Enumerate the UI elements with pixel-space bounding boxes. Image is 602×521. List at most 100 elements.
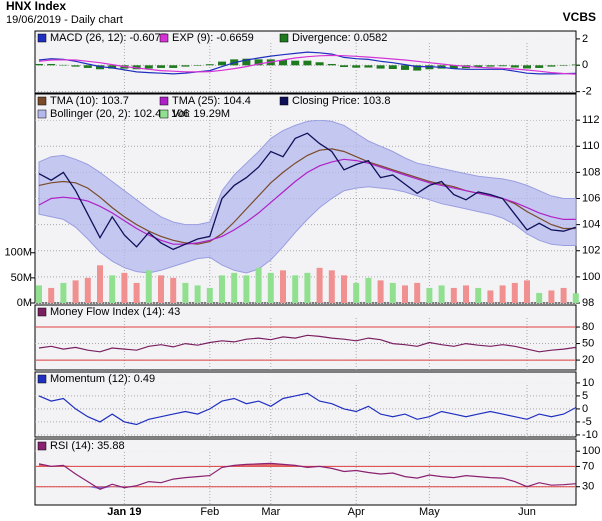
divergence-bar [510, 65, 519, 68]
y-tick-label: 112 [582, 114, 600, 126]
y-tick-label: 106 [582, 192, 600, 204]
x-tick-label: Jan 19 [107, 506, 141, 518]
legend-swatch [37, 96, 47, 106]
divergence-bar [157, 65, 165, 68]
volume-bar [524, 280, 530, 303]
divergence-bar [279, 60, 287, 66]
x-tick-label: Feb [200, 506, 219, 518]
legend-swatch [37, 374, 47, 384]
legend-label: Vol: 19.29M [172, 108, 230, 120]
x-tick-label: Mar [261, 506, 280, 518]
divergence-bar [486, 65, 495, 67]
divergence-bar [388, 65, 397, 69]
y-tick-label: 70 [582, 460, 594, 472]
volume-bar [536, 292, 543, 303]
y-tick-label: 0 [582, 59, 588, 71]
legend-band [36, 95, 575, 120]
y2-tick-label: 0M [17, 297, 32, 309]
divergence-bar [181, 65, 190, 67]
volume-bar [72, 280, 79, 303]
y-tick-label: 0 [582, 403, 588, 415]
y-tick-label: 108 [582, 166, 600, 178]
divergence-bar [35, 63, 43, 66]
legend-label: Money Flow Index (14): 43 [50, 306, 180, 318]
volume-bar [316, 267, 323, 303]
y-tick-label: 5 [582, 390, 588, 402]
volume-bar [389, 282, 396, 303]
volume-bar [341, 275, 347, 303]
legend-label: Momentum (12): 0.49 [50, 373, 155, 385]
divergence-bar [401, 65, 409, 70]
y-tick-label: -5 [582, 416, 592, 428]
y-tick-label: -10 [582, 429, 598, 441]
legend-label: MACD (26, 12): -0.6077 [50, 32, 167, 44]
legend-label: EXP (9): -0.6659 [172, 32, 254, 44]
source: VCBS [563, 10, 596, 24]
y-tick-label: 10 [582, 377, 594, 389]
legend-label: TMA (25): 104.4 [172, 95, 251, 107]
divergence-bar [291, 60, 300, 66]
x-tick-label: May [419, 506, 440, 518]
divergence-bar [315, 62, 324, 66]
y-tick-label: 110 [582, 140, 600, 152]
indicator-line [38, 392, 577, 426]
legend-swatch [279, 96, 289, 106]
y-tick-label: 2 [582, 33, 588, 45]
bollinger-band [38, 119, 577, 274]
volume-bar [97, 265, 103, 303]
legend-label: Bollinger (20, 2): 102.4 - 106 [50, 108, 189, 120]
divergence-bar [205, 64, 214, 66]
divergence-bar [364, 65, 373, 68]
volume-bar [219, 275, 225, 303]
volume-bar [109, 275, 116, 303]
legend-swatch [37, 307, 47, 317]
legend-swatch [159, 96, 169, 106]
volume-bar [499, 285, 506, 303]
oversold-fill [39, 486, 576, 490]
volume-bar [36, 285, 42, 303]
y-tick-label: 50 [582, 337, 594, 349]
divergence-bar [547, 65, 556, 67]
legend-label: Divergence: 0.0582 [292, 32, 387, 44]
divergence-bar [83, 65, 92, 68]
divergence-bar [327, 63, 336, 66]
y-tick-label: 100 [582, 445, 600, 457]
legend-swatch [279, 33, 289, 43]
legend-band [36, 32, 575, 43]
y-tick-label: 98 [582, 297, 594, 309]
divergence-bar [498, 65, 507, 67]
volume-bar [475, 287, 482, 303]
volume-bar [121, 272, 128, 303]
legend-swatch [37, 441, 47, 451]
divergence-bar [96, 65, 104, 70]
divergence-bar [59, 64, 68, 66]
legend-label: Closing Price: 103.8 [292, 95, 390, 107]
volume-bar [84, 277, 91, 303]
volume-bar [170, 277, 177, 303]
volume-bar [292, 275, 299, 303]
y-tick-label: 80 [582, 321, 594, 333]
subtitle: 19/06/2019 - Daily chart [6, 14, 123, 26]
y-tick-label: 100 [582, 271, 600, 283]
volume-bar [511, 282, 518, 303]
legend-swatch [159, 33, 169, 43]
closing-price-line [38, 132, 577, 251]
y-tick-label: 20 [582, 354, 594, 366]
divergence-bar [169, 65, 178, 68]
legend-swatch [37, 33, 47, 43]
volume-bar [158, 275, 164, 303]
y-tick-label: 104 [582, 219, 600, 231]
volume-bar [206, 287, 213, 303]
legend-band [36, 306, 575, 318]
divergence-bar [559, 65, 568, 66]
divergence-bar [535, 65, 544, 68]
legend-label: TMA (10): 103.7 [50, 95, 129, 107]
x-tick-label: Apr [348, 506, 365, 518]
divergence-bar [132, 65, 141, 70]
y2-tick-label: 50M [11, 272, 32, 284]
volume-bar [548, 290, 555, 303]
y-tick-label: 30 [582, 481, 594, 493]
divergence-bar [571, 64, 580, 66]
volume-bar [182, 282, 189, 303]
